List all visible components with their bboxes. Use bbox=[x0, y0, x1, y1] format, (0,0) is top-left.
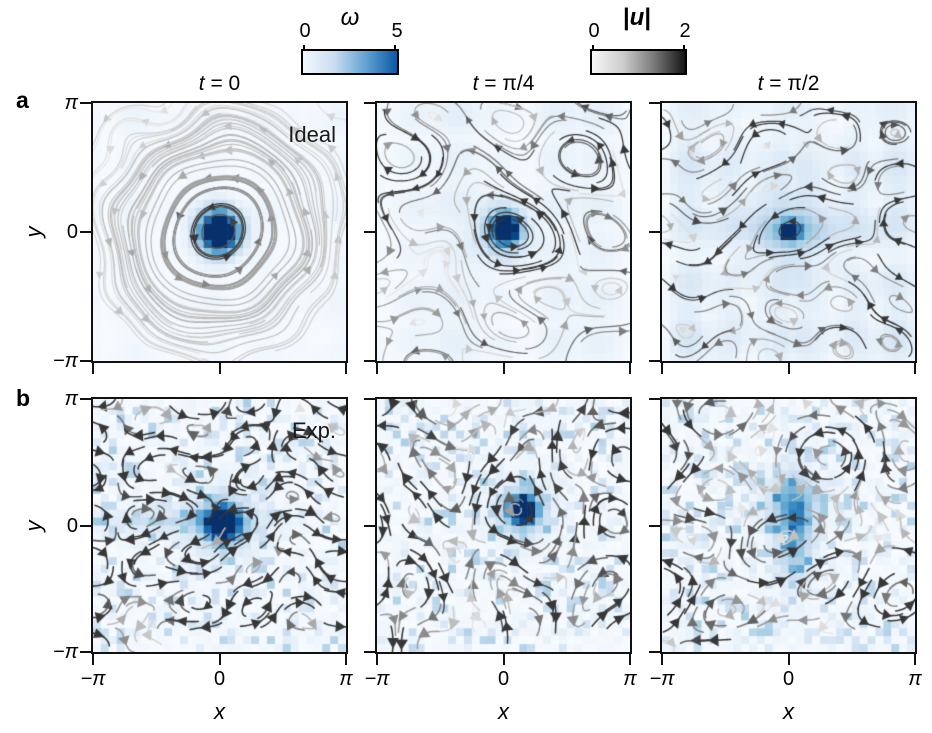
colorbar-omega-tick-right bbox=[394, 45, 396, 52]
panel-a-tpi2 bbox=[660, 101, 917, 363]
y-tick-label: 0 bbox=[66, 221, 78, 243]
column-title-tpi4: t = π/4 bbox=[472, 72, 535, 95]
x-tick-mark bbox=[345, 654, 347, 665]
x-tick-mark bbox=[914, 363, 916, 374]
y-tick-label: −π bbox=[52, 641, 78, 663]
y-tick-mark bbox=[80, 651, 91, 653]
y-tick-mark bbox=[80, 231, 91, 233]
x-tick-mark bbox=[787, 654, 790, 665]
x-tick-mark bbox=[787, 363, 790, 374]
x-tick-label: −π bbox=[364, 668, 390, 690]
x-axis-label: x bbox=[498, 699, 509, 724]
panel-a-t0: Ideal bbox=[91, 101, 348, 363]
y-tick-mark bbox=[364, 231, 375, 233]
colorbar-omega-min-label: 0 bbox=[299, 20, 311, 42]
panel-a-tpi4 bbox=[375, 101, 632, 363]
x-tick-mark bbox=[629, 654, 631, 665]
y-tick-label: −π bbox=[52, 350, 78, 372]
colorbar-omega-tick-left bbox=[303, 45, 305, 52]
panel-a-tpi2-canvas bbox=[662, 103, 915, 361]
y-tick-mark bbox=[649, 102, 660, 104]
y-tick-mark bbox=[649, 524, 660, 527]
x-tick-label: 0 bbox=[213, 668, 226, 690]
x-tick-label: 0 bbox=[497, 668, 510, 690]
colorbar-omega bbox=[301, 49, 399, 75]
annotation-ideal: Ideal bbox=[288, 122, 336, 147]
panel-a-tpi4-canvas bbox=[377, 103, 630, 361]
x-tick-mark bbox=[218, 654, 221, 665]
y-tick-mark bbox=[80, 524, 91, 527]
x-tick-label: π bbox=[339, 668, 353, 690]
colorbar-umag bbox=[590, 49, 687, 75]
row-label-b: b bbox=[16, 385, 31, 411]
colorbar-umag-tick-left bbox=[592, 45, 594, 52]
colorbar-umag-title: |u| bbox=[622, 4, 652, 31]
x-tick-label: −π bbox=[649, 668, 675, 690]
y-tick-mark bbox=[364, 102, 375, 104]
y-tick-mark bbox=[649, 651, 660, 653]
panel-b-t0-canvas bbox=[93, 399, 346, 652]
x-tick-mark bbox=[661, 654, 663, 665]
colorbar-umag-max-label: 2 bbox=[679, 20, 691, 42]
y-tick-mark bbox=[364, 360, 375, 362]
panel-b-tpi4-canvas bbox=[377, 399, 630, 652]
y-tick-mark bbox=[80, 360, 91, 362]
x-tick-label: −π bbox=[80, 668, 106, 690]
y-axis-label: y bbox=[21, 226, 46, 238]
column-title-t0: t = 0 bbox=[198, 72, 241, 95]
panel-b-tpi2-canvas bbox=[662, 399, 915, 652]
panel-b-tpi4 bbox=[375, 397, 632, 654]
x-tick-mark bbox=[502, 654, 505, 665]
annotation-exp: Exp. bbox=[291, 418, 336, 443]
panel-a-t0-canvas bbox=[93, 103, 346, 361]
x-tick-mark bbox=[502, 363, 505, 374]
colorbar-umag-min-label: 0 bbox=[588, 20, 600, 42]
x-tick-mark bbox=[345, 363, 347, 374]
x-tick-mark bbox=[92, 654, 94, 665]
y-tick-mark bbox=[649, 231, 660, 233]
y-axis-label: y bbox=[21, 520, 46, 531]
x-tick-label: 0 bbox=[782, 668, 795, 690]
x-tick-label: π bbox=[908, 668, 922, 690]
x-tick-mark bbox=[629, 363, 631, 374]
y-tick-mark bbox=[364, 524, 375, 527]
y-tick-mark bbox=[364, 398, 375, 400]
colorbar-omega-title: ω bbox=[340, 4, 360, 31]
y-tick-label: π bbox=[64, 92, 78, 114]
y-tick-mark bbox=[649, 360, 660, 362]
x-axis-label: x bbox=[214, 699, 225, 724]
colorbar-umag-tick-right bbox=[683, 45, 685, 52]
x-axis-label: x bbox=[783, 699, 794, 724]
y-tick-mark bbox=[80, 102, 91, 104]
x-tick-mark bbox=[661, 363, 663, 374]
panel-b-t0: Exp. bbox=[91, 397, 348, 654]
x-tick-mark bbox=[376, 654, 378, 665]
x-tick-mark bbox=[92, 363, 94, 374]
panel-b-tpi2 bbox=[660, 397, 917, 654]
y-tick-mark bbox=[649, 398, 660, 400]
y-tick-label: π bbox=[64, 388, 78, 410]
column-title-tpi2: t = π/2 bbox=[757, 72, 820, 95]
x-tick-mark bbox=[218, 363, 221, 374]
y-tick-label: 0 bbox=[66, 514, 78, 537]
colorbar-omega-max-label: 5 bbox=[391, 20, 403, 42]
y-tick-mark bbox=[80, 398, 91, 400]
row-label-a: a bbox=[16, 87, 29, 113]
y-tick-mark bbox=[364, 651, 375, 653]
x-tick-label: π bbox=[623, 668, 637, 690]
x-tick-mark bbox=[376, 363, 378, 374]
x-tick-mark bbox=[914, 654, 916, 665]
